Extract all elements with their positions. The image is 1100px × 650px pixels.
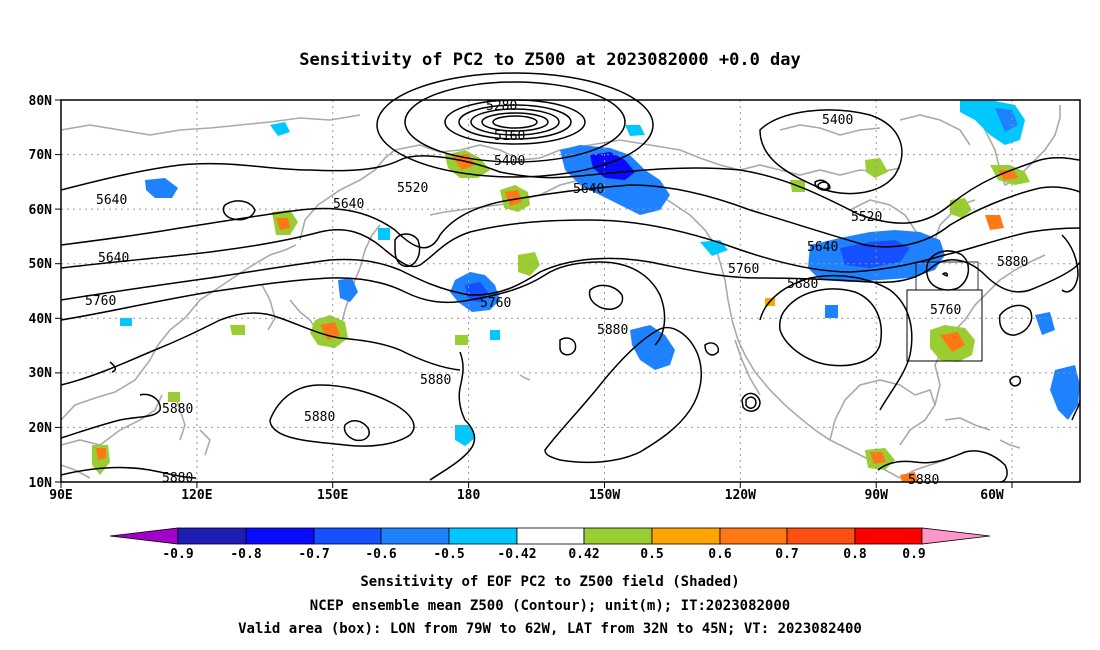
colorbar-label: -0.9 [162, 547, 193, 562]
contour-label: 5880 [162, 402, 193, 417]
colorbar-label: 0.8 [843, 547, 867, 562]
caption-shaded: Sensitivity of EOF PC2 to Z500 field (Sh… [360, 574, 740, 590]
contour-label: 5880 [908, 473, 939, 488]
caption-valid-area: Valid area (box): LON from 79W to 62W, L… [238, 621, 862, 637]
colorbar-label: 0.7 [775, 547, 798, 562]
colorbar-cell [719, 527, 788, 545]
colorbar-cell [448, 527, 518, 545]
lat-label: 50N [29, 257, 53, 272]
colorbar-label: 0.6 [708, 547, 732, 562]
colorbar-cell [313, 527, 382, 545]
colorbar-cell [109, 527, 179, 545]
contour-labels: 5280 5160 5400 5520 5640 5400 5520 5640 … [85, 99, 1028, 488]
contour-label: 5880 [597, 323, 628, 338]
contour-label: 5880 [787, 277, 818, 292]
contour-label: 5520 [397, 181, 428, 196]
axis-ticks [55, 99, 1013, 488]
lon-label: 90E [49, 488, 72, 503]
lon-label: 60W [980, 488, 1004, 503]
lon-label: 120W [725, 488, 756, 503]
z500-contours [60, 72, 1081, 483]
contour-label: 5160 [494, 129, 525, 144]
contour-label: 5400 [494, 154, 525, 169]
colorbar-cell [651, 527, 721, 545]
lat-label: 40N [29, 312, 53, 327]
lat-label: 80N [29, 94, 53, 109]
colorbar-label: 0.5 [640, 547, 663, 562]
contour-label: 5640 [98, 251, 129, 266]
colorbar-label: -0.5 [433, 547, 464, 562]
map-panel: 5280 5160 5400 5520 5640 5400 5520 5640 … [60, 72, 1081, 488]
colorbar-cell [177, 527, 247, 545]
colorbar-cell [854, 527, 923, 545]
lon-label: 120E [181, 488, 212, 503]
contour-label: 5760 [85, 294, 116, 309]
contour-label: 5760 [728, 262, 759, 277]
lon-label: 180 [457, 488, 481, 503]
colorbar-label: 0.42 [568, 547, 599, 562]
lat-lon-grid [61, 100, 1080, 482]
contour-label: 5880 [997, 255, 1028, 270]
latitude-labels: 80N 70N 60N 50N 40N 30N 20N 10N [29, 94, 53, 491]
lat-label: 70N [29, 148, 53, 163]
colorbar-cell [380, 527, 450, 545]
lat-label: 10N [29, 476, 53, 491]
colorbar-cell [583, 527, 653, 545]
longitude-labels: 90E 120E 150E 180 150W 120W 90W 60W [49, 488, 1004, 503]
colorbar-cell [921, 527, 991, 545]
contour-label: 5640 [333, 197, 364, 212]
contour-label: 5520 [851, 210, 882, 225]
contour-label: 5880 [162, 471, 193, 486]
contour-label: 5880 [420, 373, 451, 388]
lat-label: 20N [29, 421, 53, 436]
lon-label: 150W [589, 488, 620, 503]
contour-label: 5880 [304, 410, 335, 425]
colorbar-label: 0.9 [902, 547, 925, 562]
lon-label: 90W [864, 488, 888, 503]
contour-label: 5640 [96, 193, 127, 208]
lat-label: 60N [29, 203, 53, 218]
sensitivity-shading [92, 100, 1080, 482]
contour-label: 5640 [573, 182, 604, 197]
lat-label: 30N [29, 366, 53, 381]
colorbar-label: -0.42 [497, 547, 536, 562]
colorbar-cell [516, 527, 585, 545]
contour-label: 5400 [822, 113, 853, 128]
contour-label: 5280 [486, 99, 517, 114]
contour-label: 5640 [807, 240, 838, 255]
contour-label: 5760 [480, 296, 511, 311]
colorbar-cell [786, 527, 856, 545]
page-title: Sensitivity of PC2 to Z500 at 2023082000… [299, 50, 801, 70]
contour-label: 5760 [930, 303, 961, 318]
lon-label: 150E [317, 488, 348, 503]
colorbar-label: -0.8 [230, 547, 261, 562]
caption-contour: NCEP ensemble mean Z500 (Contour); unit(… [309, 598, 791, 614]
colorbar-label: -0.7 [298, 547, 329, 562]
colorbar: -0.9 -0.8 -0.7 -0.6 -0.5 -0.42 0.42 0.5 … [109, 527, 991, 562]
colorbar-cell [245, 527, 315, 545]
colorbar-label: -0.6 [365, 547, 396, 562]
